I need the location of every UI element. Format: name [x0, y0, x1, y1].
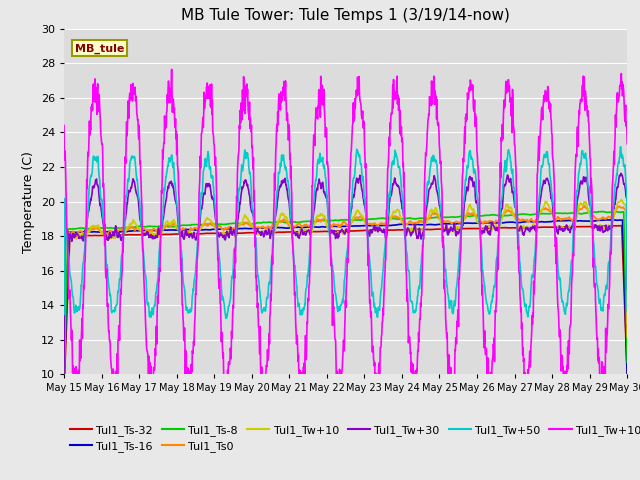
Title: MB Tule Tower: Tule Temps 1 (3/19/14-now): MB Tule Tower: Tule Temps 1 (3/19/14-now… — [181, 9, 510, 24]
Text: MB_tule: MB_tule — [76, 43, 125, 54]
Y-axis label: Temperature (C): Temperature (C) — [22, 151, 35, 252]
Legend: Tul1_Ts-32, Tul1_Ts-16, Tul1_Ts-8, Tul1_Ts0, Tul1_Tw+10, Tul1_Tw+30, Tul1_Tw+50,: Tul1_Ts-32, Tul1_Ts-16, Tul1_Ts-8, Tul1_… — [70, 425, 640, 452]
